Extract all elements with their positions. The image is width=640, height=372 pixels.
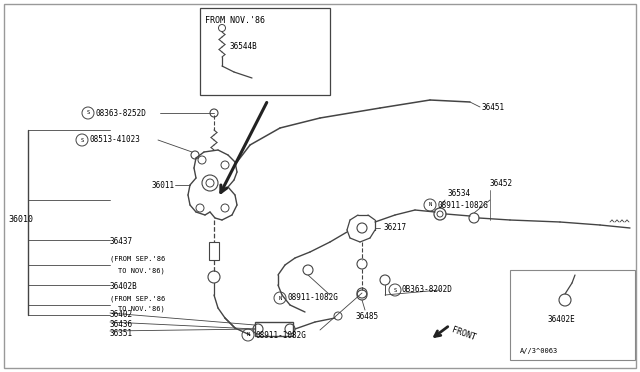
Text: FROM NOV.'86: FROM NOV.'86 [205, 16, 265, 25]
Bar [510, 270, 635, 360]
Text: 36452: 36452 [490, 179, 513, 188]
Text: A//3^0063: A//3^0063 [520, 348, 558, 354]
Bar [200, 8, 330, 95]
Text: S: S [81, 138, 84, 142]
Text: 36402: 36402 [110, 310, 133, 319]
Text: S: S [86, 110, 90, 115]
Text: N: N [278, 295, 282, 301]
Text: 36544B: 36544B [230, 42, 258, 51]
Text: (FROM SEP.'86: (FROM SEP.'86 [110, 256, 165, 263]
Text: 36534: 36534 [447, 189, 470, 198]
Text: 08363-8252D: 08363-8252D [95, 109, 146, 118]
Text: 36217: 36217 [383, 224, 406, 232]
Text: 08911-1082G: 08911-1082G [255, 330, 306, 340]
Bar [209, 242, 219, 260]
Text: 08911-1082G: 08911-1082G [437, 201, 488, 209]
Text: 36436: 36436 [110, 320, 133, 329]
Text: 36485: 36485 [355, 312, 378, 321]
Text: 36437: 36437 [110, 237, 133, 246]
Text: TO NOV.'86): TO NOV.'86) [118, 268, 164, 275]
Text: N: N [246, 333, 250, 337]
Text: FRONT: FRONT [451, 326, 477, 343]
Text: 36402E: 36402E [548, 315, 576, 324]
Text: TO NOV.'86): TO NOV.'86) [118, 306, 164, 312]
Text: 36402B: 36402B [110, 282, 138, 291]
Text: 08911-1082G: 08911-1082G [287, 294, 338, 302]
Text: (FROM SEP.'86: (FROM SEP.'86 [110, 295, 165, 301]
Text: N: N [428, 202, 431, 208]
Text: 36010: 36010 [8, 215, 33, 224]
Text: S: S [394, 288, 397, 292]
Bar [255, 322, 293, 336]
Text: 36011: 36011 [152, 180, 175, 189]
Text: 08513-41023: 08513-41023 [89, 135, 140, 144]
Text: 36351: 36351 [110, 329, 133, 338]
Text: 0B363-8202D: 0B363-8202D [402, 285, 453, 295]
Text: 36451: 36451 [482, 103, 505, 112]
